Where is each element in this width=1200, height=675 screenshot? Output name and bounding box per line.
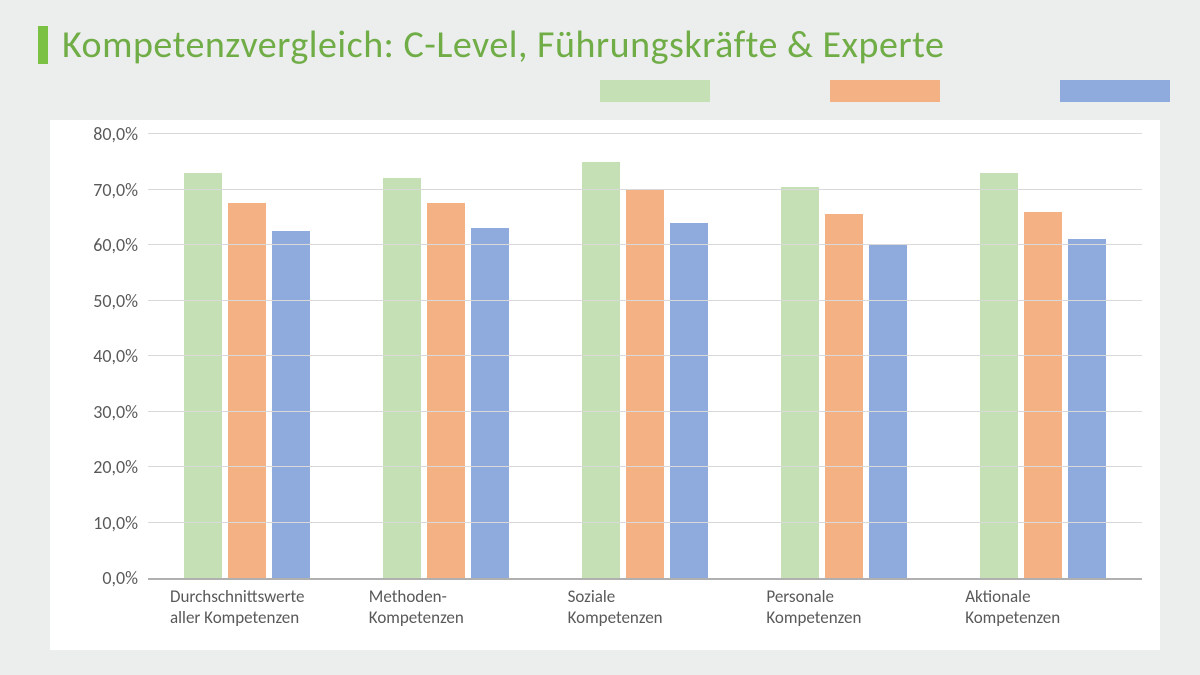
bar [980, 173, 1018, 578]
y-tick-label: 20,0% [93, 456, 148, 478]
bar [383, 178, 421, 578]
title-row: Kompetenzvergleich: C-Level, Führungskrä… [38, 22, 1170, 68]
bar-cluster [546, 134, 745, 578]
x-axis-label-line: Durchschnittswerte [170, 586, 337, 607]
bar [825, 214, 863, 578]
gridline [148, 189, 1142, 190]
bar-group [546, 134, 745, 578]
bar-cluster [943, 134, 1142, 578]
bar-cluster [347, 134, 546, 578]
bar-groups [148, 134, 1142, 578]
legend-swatch-1 [830, 80, 940, 102]
gridline [148, 244, 1142, 245]
gridline [148, 355, 1142, 356]
chart-panel: 0,0% 10,0% 20,0% 30,0% 40,0% 50,0% 60,0% 70,0% 8… [50, 120, 1160, 650]
bar-group [148, 134, 347, 578]
bar-cluster [148, 134, 347, 578]
bar-group [744, 134, 943, 578]
x-axis-labels: Durchschnittswertealler KompetenzenMetho… [148, 586, 1142, 640]
x-axis-label-line: Aktionale [965, 586, 1132, 607]
x-axis-label: SozialeKompetenzen [546, 586, 745, 640]
bar [272, 231, 310, 578]
y-tick-label: 0,0% [102, 567, 148, 589]
y-tick-label: 80,0% [93, 123, 148, 145]
x-axis-label-line: aller Kompetenzen [170, 607, 337, 628]
y-tick-label: 50,0% [93, 290, 148, 312]
slide-title: Kompetenzvergleich: C-Level, Führungskrä… [62, 22, 944, 68]
bar [670, 223, 708, 578]
gridline [148, 522, 1142, 523]
x-axis-label: Methoden-Kompetenzen [347, 586, 546, 640]
x-axis-label: Durchschnittswertealler Kompetenzen [148, 586, 347, 640]
x-axis-label-line: Soziale [568, 586, 735, 607]
x-axis-label: AktionaleKompetenzen [943, 586, 1142, 640]
x-axis-label-line: Kompetenzen [766, 607, 933, 628]
x-axis-label-line: Methoden- [369, 586, 536, 607]
y-tick-label: 60,0% [93, 234, 148, 256]
x-axis-label-line: Personale [766, 586, 933, 607]
y-tick-label: 30,0% [93, 401, 148, 423]
bar [1024, 212, 1062, 578]
gridline [148, 300, 1142, 301]
bar [869, 245, 907, 578]
legend-swatch-0 [600, 80, 710, 102]
legend-swatch-2 [1060, 80, 1170, 102]
y-tick-label: 10,0% [93, 512, 148, 534]
y-tick-label: 70,0% [93, 179, 148, 201]
bar [471, 228, 509, 578]
gridline [148, 466, 1142, 467]
gridline [148, 411, 1142, 412]
bar [184, 173, 222, 578]
legend [0, 80, 1170, 102]
bar-group [347, 134, 546, 578]
bar-cluster [744, 134, 943, 578]
x-axis-label: PersonaleKompetenzen [744, 586, 943, 640]
bar [626, 190, 664, 579]
bar-group [943, 134, 1142, 578]
plot-area: 0,0%10,0%20,0%30,0%40,0%50,0%60,0%70,0%8… [148, 134, 1142, 580]
y-tick-label: 40,0% [93, 345, 148, 367]
title-accent-bar [38, 26, 48, 64]
x-axis-label-line: Kompetenzen [568, 607, 735, 628]
bar [582, 162, 620, 578]
slide: Kompetenzvergleich: C-Level, Führungskrä… [0, 0, 1200, 675]
gridline [148, 133, 1142, 134]
bar [1068, 239, 1106, 578]
x-axis-label-line: Kompetenzen [965, 607, 1132, 628]
bar [781, 187, 819, 578]
x-axis-label-line: Kompetenzen [369, 607, 536, 628]
